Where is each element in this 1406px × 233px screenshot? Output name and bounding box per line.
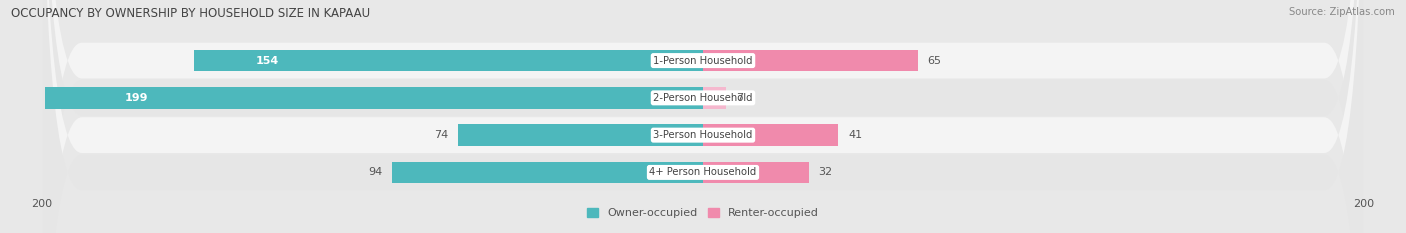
Text: 7: 7 [737, 93, 744, 103]
FancyBboxPatch shape [42, 0, 1364, 233]
Bar [703, 50, 918, 71]
Text: 94: 94 [368, 168, 382, 177]
Text: 74: 74 [434, 130, 449, 140]
Bar [703, 87, 725, 109]
FancyBboxPatch shape [42, 0, 1364, 233]
Text: 65: 65 [928, 56, 942, 65]
Bar [458, 124, 703, 146]
Bar [194, 50, 703, 71]
Legend: Owner-occupied, Renter-occupied: Owner-occupied, Renter-occupied [586, 208, 820, 218]
Text: 2-Person Household: 2-Person Household [654, 93, 752, 103]
Text: 4+ Person Household: 4+ Person Household [650, 168, 756, 177]
Text: 1-Person Household: 1-Person Household [654, 56, 752, 65]
Text: OCCUPANCY BY OWNERSHIP BY HOUSEHOLD SIZE IN KAPAAU: OCCUPANCY BY OWNERSHIP BY HOUSEHOLD SIZE… [11, 7, 370, 20]
Text: 199: 199 [124, 93, 148, 103]
Text: Source: ZipAtlas.com: Source: ZipAtlas.com [1289, 7, 1395, 17]
Text: 41: 41 [848, 130, 862, 140]
FancyBboxPatch shape [42, 0, 1364, 233]
Text: 3-Person Household: 3-Person Household [654, 130, 752, 140]
Bar [703, 162, 808, 183]
Text: 32: 32 [818, 168, 832, 177]
Text: 154: 154 [256, 56, 278, 65]
Bar [392, 162, 703, 183]
Bar [45, 87, 703, 109]
Bar [703, 124, 838, 146]
FancyBboxPatch shape [42, 0, 1364, 233]
